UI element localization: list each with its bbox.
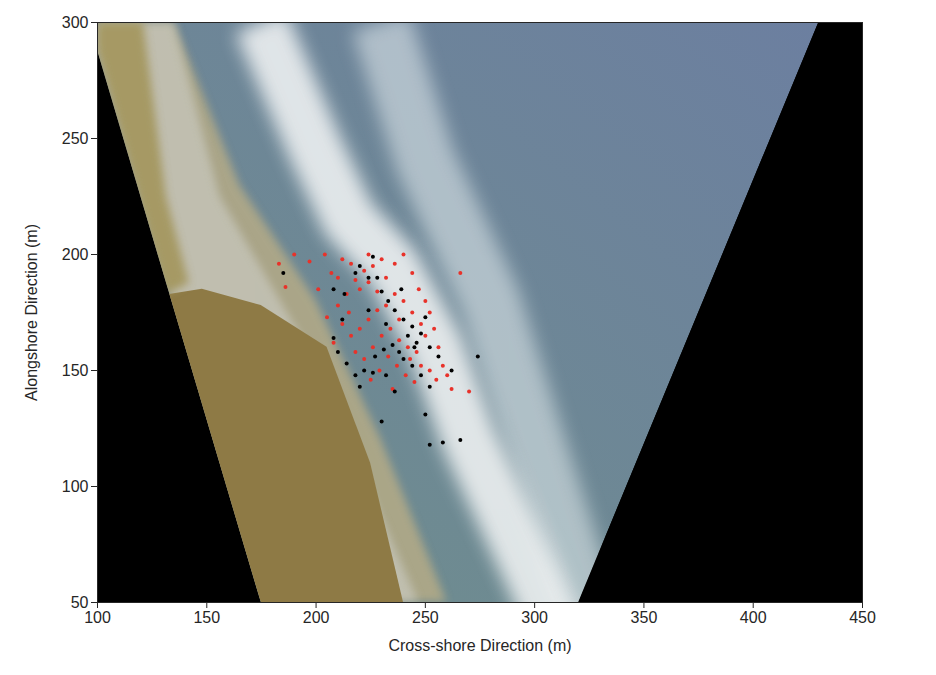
svg-text:300: 300 xyxy=(521,609,548,626)
svg-text:50: 50 xyxy=(70,593,89,611)
svg-text:Cross-shore Direction (m): Cross-shore Direction (m) xyxy=(388,637,571,654)
svg-text:150: 150 xyxy=(193,609,220,626)
svg-text:200: 200 xyxy=(303,609,330,626)
svg-text:Alongshore Direction (m): Alongshore Direction (m) xyxy=(23,224,40,401)
svg-text:400: 400 xyxy=(740,609,767,626)
svg-text:300: 300 xyxy=(62,14,89,31)
svg-text:450: 450 xyxy=(849,609,876,626)
svg-text:150: 150 xyxy=(62,362,89,379)
svg-text:350: 350 xyxy=(631,609,658,626)
svg-text:250: 250 xyxy=(412,609,439,626)
svg-text:100: 100 xyxy=(62,478,89,495)
svg-text:250: 250 xyxy=(62,130,89,147)
svg-text:200: 200 xyxy=(62,246,89,263)
svg-text:100: 100 xyxy=(84,609,111,626)
